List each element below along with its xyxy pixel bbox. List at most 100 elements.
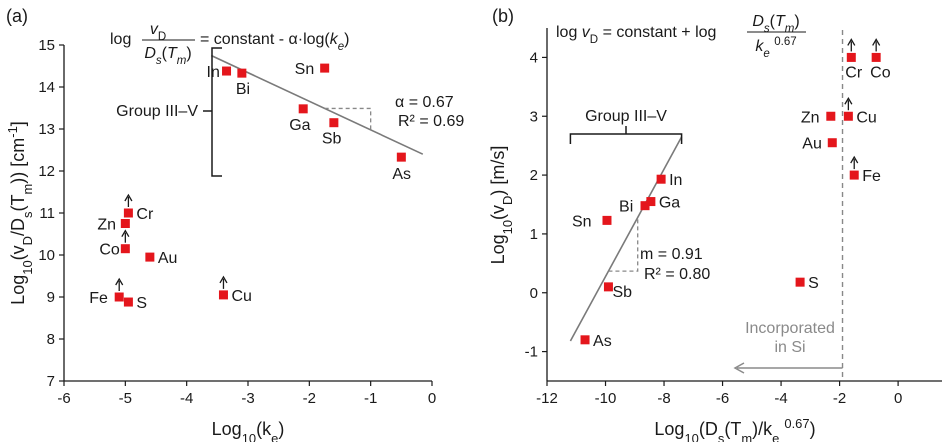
fit-line — [210, 54, 424, 155]
x-tick-label: -3 — [241, 390, 254, 407]
incorporated-label-line1: Incorporated — [745, 320, 835, 337]
y-tick-label: 14 — [38, 79, 55, 96]
point-label: S — [808, 275, 819, 292]
data-point — [656, 174, 666, 184]
formula-numerator: vD — [150, 21, 166, 43]
x-axis-label: Log10(ke) — [212, 419, 285, 442]
data-point — [329, 118, 339, 128]
y-tick-label: 12 — [38, 163, 55, 180]
x-tick-label: -4 — [774, 390, 787, 407]
data-point — [396, 152, 406, 162]
data-point — [114, 292, 124, 302]
point-label: As — [593, 333, 612, 350]
x-tick-label: -2 — [303, 390, 316, 407]
lower-bound-arrow-head — [121, 229, 130, 238]
data-point — [843, 111, 853, 121]
point-label: Co — [870, 64, 891, 81]
lower-bound-arrow-head — [844, 96, 853, 105]
x-tick-label: -2 — [833, 390, 846, 407]
y-tick-label: 7 — [47, 373, 55, 390]
group-label: Group III–V — [116, 103, 198, 120]
formula-numerator: Ds(Tm) — [752, 13, 799, 35]
point-label: Cr — [845, 64, 863, 81]
data-point — [603, 282, 613, 292]
point-label: Sn — [295, 61, 315, 78]
point-label: Bi — [236, 81, 250, 98]
formula-lhs: log vD = constant + log — [556, 24, 716, 46]
point-label: Sb — [322, 131, 342, 148]
lower-bound-arrow-head — [124, 193, 133, 202]
formula-denominator: ke 0.67 — [755, 36, 796, 60]
x-tick-label: -8 — [657, 390, 670, 407]
y-tick-label: 4 — [530, 49, 538, 66]
panel-label: (a) — [6, 6, 28, 26]
group-label: Group III–V — [585, 108, 667, 125]
y-tick-label: 13 — [38, 121, 55, 138]
point-label: Sb — [612, 284, 632, 301]
lower-bound-arrow-head — [847, 38, 856, 46]
fit-line — [569, 136, 683, 342]
data-point — [222, 66, 232, 76]
x-axis-label: Log10(Ds(Tm)/ke 0.67) — [654, 416, 815, 442]
y-axis-label: Log10(vD/Ds(Tm)) [cm-1] — [5, 121, 35, 305]
data-point — [827, 138, 837, 148]
data-point — [640, 201, 650, 211]
x-tick-label: -5 — [119, 390, 132, 407]
point-label: Fe — [862, 168, 881, 185]
group-bracket — [569, 133, 683, 144]
data-point — [145, 252, 155, 262]
formula-denominator: Ds(Tm) — [144, 45, 191, 67]
x-tick-label: -10 — [595, 390, 617, 407]
lower-bound-arrow-head — [872, 38, 881, 46]
point-label: Cu — [231, 288, 251, 305]
lower-bound-arrow-head — [850, 155, 859, 164]
incorporated-label-line2: in Si — [774, 339, 805, 356]
x-tick-label: -6 — [57, 390, 70, 407]
data-point — [602, 215, 612, 225]
y-tick-label: 0 — [530, 285, 538, 302]
x-tick-label: 0 — [428, 390, 436, 407]
group-bracket — [211, 47, 222, 177]
data-point — [871, 52, 881, 62]
x-tick-label: -6 — [716, 390, 729, 407]
data-point — [120, 244, 130, 254]
y-tick-label: 2 — [530, 167, 538, 184]
point-label: Zn — [801, 109, 820, 126]
r2-label: R² = 0.69 — [398, 113, 464, 130]
formula-log: log — [110, 31, 131, 48]
slope-triangle — [324, 107, 372, 130]
data-point — [123, 297, 133, 307]
point-label: Cr — [136, 206, 154, 223]
point-label: Zn — [97, 217, 116, 234]
point-label: Ga — [659, 195, 680, 212]
point-label: Fe — [89, 290, 108, 307]
point-label: Bi — [619, 199, 633, 216]
x-tick-label: -1 — [364, 390, 377, 407]
y-tick-label: -1 — [525, 344, 538, 361]
point-label: Sn — [572, 213, 592, 230]
y-tick-label: 15 — [38, 37, 55, 54]
slope-label: m = 0.91 — [640, 246, 703, 263]
data-point — [320, 63, 330, 73]
incorporated-arrow-head — [733, 362, 745, 374]
point-label: Co — [99, 242, 120, 259]
point-label: As — [392, 166, 411, 183]
data-point — [218, 290, 228, 300]
point-label: In — [669, 172, 682, 189]
y-tick-label: 3 — [530, 108, 538, 125]
x-tick-label: 0 — [894, 390, 902, 407]
data-point — [826, 111, 836, 121]
point-label: Ga — [289, 117, 310, 134]
y-tick-label: 1 — [530, 226, 538, 243]
point-label: Au — [158, 250, 178, 267]
point-label: In — [207, 64, 220, 81]
data-point — [846, 52, 856, 62]
point-label: S — [136, 295, 147, 312]
y-axis-label: Log10(vD) [m/s] — [488, 146, 515, 265]
panel-label: (b) — [492, 6, 514, 26]
lower-bound-arrow-head — [115, 277, 124, 286]
lower-bound-arrow-head — [219, 275, 228, 284]
data-point — [120, 219, 130, 228]
